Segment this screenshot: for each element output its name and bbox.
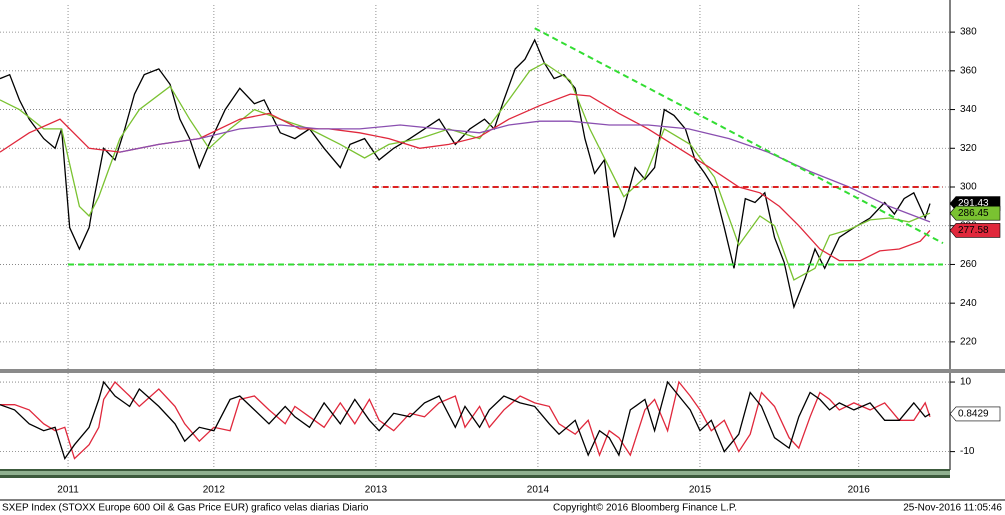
x-tick-label: 2015: [689, 485, 712, 496]
x-tick-label: 2016: [848, 485, 871, 496]
value-box: [949, 406, 1001, 422]
value-box: [949, 205, 1001, 221]
value-label: 291.43: [958, 198, 989, 209]
panel-separator: [0, 369, 1005, 373]
footer-left: SXEP Index (STOXX Europe 600 Oil & Gas P…: [2, 503, 369, 514]
series-line: [0, 62, 931, 281]
y-tick-label: 220: [960, 337, 977, 348]
series-line: [0, 38, 931, 310]
y-tick-label: 10: [960, 377, 972, 388]
y-tick-label: -10: [960, 446, 975, 457]
x-tick-label: 2014: [527, 485, 550, 496]
series-line: [119, 120, 931, 223]
trend-line: [534, 27, 944, 245]
y-tick-label: 260: [960, 259, 977, 270]
y-tick-label: 240: [960, 298, 977, 309]
footer-right: 25-Nov-2016 11:05:46: [903, 503, 1002, 514]
y-tick-label: 360: [960, 65, 977, 76]
x-tick-label: 2011: [57, 485, 79, 496]
footer-center: Copyright© 2016 Bloomberg Finance L.P.: [553, 503, 737, 514]
axis-band-inner: [0, 471, 950, 475]
y-tick-label: 300: [960, 182, 977, 193]
value-label: 0.8429: [958, 409, 989, 420]
y-tick-label: 380: [960, 27, 977, 38]
x-tick-label: 2013: [365, 485, 388, 496]
series-line: [0, 380, 931, 460]
x-tick-label: 2012: [203, 485, 226, 496]
value-label: 286.45: [958, 208, 989, 219]
series-line: [0, 380, 931, 461]
value-box: [949, 223, 1001, 238]
y-tick-label: 340: [960, 104, 977, 115]
y-tick-label: 320: [960, 143, 977, 154]
value-label: 277.58: [958, 225, 989, 236]
